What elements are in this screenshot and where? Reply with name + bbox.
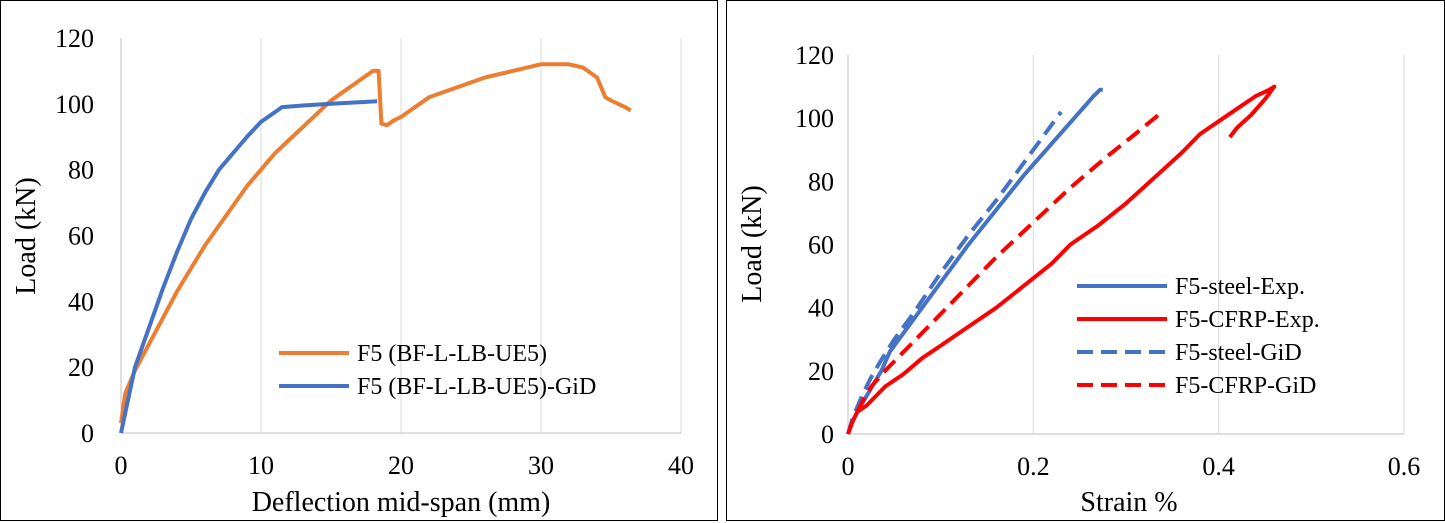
chart-0-xtick-label-4: 40 (668, 451, 694, 480)
chart-1-xtick-label-3: 0.6 (1388, 452, 1421, 481)
chart-0-xtick-label-3: 30 (528, 451, 554, 480)
chart-0-ytick-label-3: 60 (68, 222, 94, 251)
chart-1-series-line-2 (846, 110, 1063, 435)
chart-1-x-axis-title: Strain % (1080, 487, 1177, 518)
chart-panel-right: 0 20 40 60 80 100 120 0 0.2 0.4 0.6 Strain % Load (k… (726, 0, 1445, 521)
chart-1-ytick-label-0: 0 (821, 420, 834, 449)
deflection-load-chart: 0 20 40 60 80 100 120 0 10 20 30 40 Deflection mid-s… (11, 24, 694, 518)
chart-0-x-axis-title: Deflection mid-span (mm) (252, 487, 551, 518)
chart-0-legend-label-0: F5 (BF-L-LB-UE5) (357, 341, 547, 367)
chart-0-ytick-label-4: 80 (68, 156, 94, 185)
chart-0-xtick-label-2: 20 (388, 451, 414, 480)
chart-0-ytick-label-6: 120 (55, 24, 94, 53)
chart-1-legend-label-0: F5-steel-Exp. (1175, 274, 1305, 300)
chart-1-ytick-label-3: 60 (808, 231, 834, 260)
chart-panel-left: 0 20 40 60 80 100 120 0 10 20 30 40 Deflection mid-s… (0, 0, 718, 521)
chart-1-series-line-0 (846, 87, 1103, 435)
chart-0-xtick-label-0: 0 (115, 451, 128, 480)
chart-1-legend-label-2: F5-steel-GiD (1175, 340, 1302, 366)
chart-0-ytick-label-0: 0 (81, 419, 94, 448)
chart-1-ytick-label-2: 40 (808, 294, 834, 323)
chart-0-ytick-label-2: 40 (68, 287, 94, 316)
chart-1-ytick-label-4: 80 (808, 167, 834, 196)
chart-1-xtick-label-0: 0 (842, 452, 855, 481)
chart-0-xtick-label-1: 10 (248, 451, 274, 480)
chart-1-ytick-label-6: 120 (795, 41, 834, 70)
chart-0-y-axis-title: Load (kN) (11, 177, 42, 294)
chart-0-series-line-1 (119, 99, 378, 434)
chart-1-legend-label-3: F5-CFRP-GiD (1175, 373, 1316, 399)
chart-0-legend-label-1: F5 (BF-L-LB-UE5)-GiD (357, 374, 596, 400)
chart-1-ytick-label-1: 20 (808, 357, 834, 386)
strain-load-chart: 0 20 40 60 80 100 120 0 0.2 0.4 0.6 Strain % Load (k… (737, 41, 1421, 518)
chart-1-xtick-label-1: 0.2 (1017, 452, 1050, 481)
chart-0-ytick-label-1: 20 (68, 353, 94, 382)
chart-1-ytick-label-5: 100 (795, 104, 834, 133)
chart-0-ytick-label-5: 100 (55, 90, 94, 119)
chart-0-series-line-0 (119, 62, 632, 424)
chart-1-series-line-1 (846, 84, 1277, 435)
chart-1-xtick-label-2: 0.4 (1202, 452, 1235, 481)
chart-1-y-axis-title: Load (kN) (737, 185, 768, 302)
chart-1-legend-label-1: F5-CFRP-Exp. (1175, 307, 1320, 333)
chart-1-series-line-3 (846, 113, 1160, 435)
